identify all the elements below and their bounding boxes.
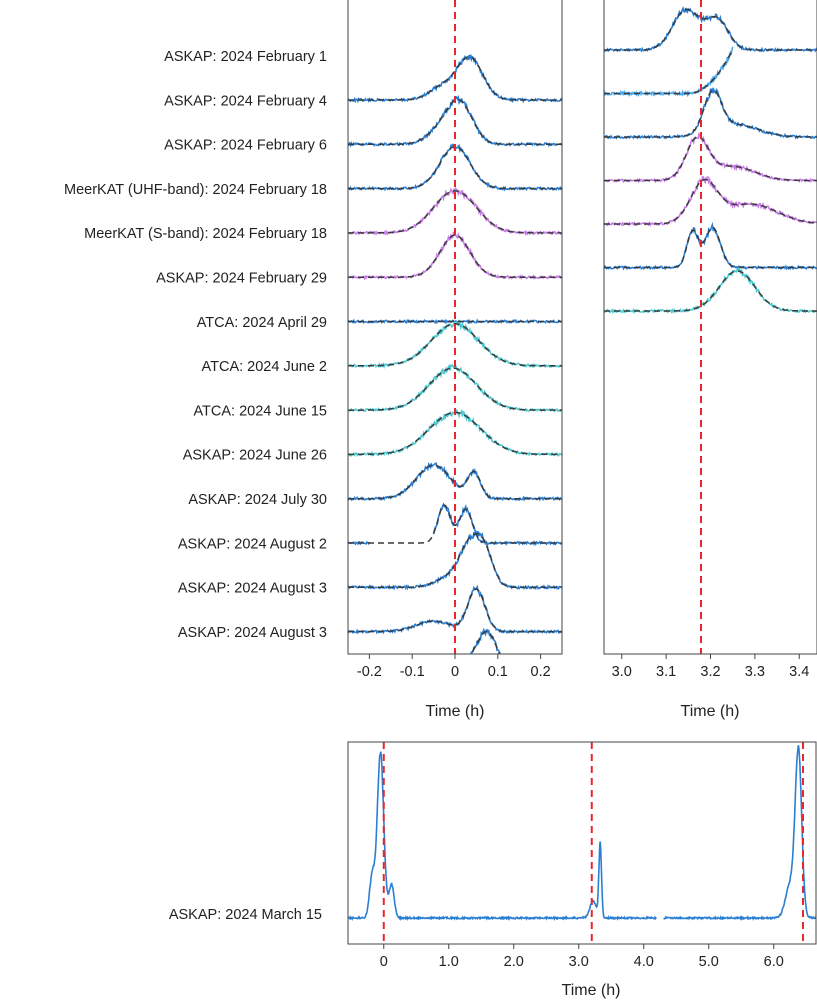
bottom-panel: ASKAP: 2024 March 15 0 1.0 2.0 3.0 4.0 5.0 6.0…	[169, 741, 817, 999]
p0-s9-model-askap-2024-june-26	[348, 464, 562, 500]
bottom-panel-frame	[347, 741, 817, 945]
bottom-panel-curves	[348, 745, 816, 922]
series-label-13: ASKAP: 2024 August 3	[178, 625, 327, 641]
p2-tick-label-0: 0	[380, 954, 388, 970]
series-label-0: ASKAP: 2024 February 1	[164, 49, 327, 65]
left-x-axis-title: Time (h)	[426, 703, 485, 720]
series-label-7: ATCA: 2024 June 2	[202, 359, 327, 375]
p1-s2-observed-askap-2024-february-6	[604, 87, 817, 140]
series-label-11: ASKAP: 2024 August 2	[178, 536, 327, 552]
left-series-labels: ASKAP: 2024 February 1 ASKAP: 2024 Februa…	[64, 49, 327, 641]
series-label-12: ASKAP: 2024 August 3	[178, 581, 327, 597]
p0-s12-model-askap-2024-august-3	[348, 588, 562, 633]
p1-tick-label-1: 3.1	[656, 664, 676, 680]
p0-s7-model-atca-2024-june-2	[348, 367, 562, 411]
series-label-10: ASKAP: 2024 July 30	[188, 492, 327, 508]
p0-tick-label-1: -0.1	[400, 664, 425, 680]
p0-tick-label-0: -0.2	[357, 664, 382, 680]
series-label-2: ASKAP: 2024 February 6	[164, 138, 327, 154]
p0-s3-model-meerkat-uhf-band-2024-february-18	[348, 190, 562, 234]
p1-tick-label-3: 3.3	[745, 664, 765, 680]
right-x-ticks: 3.0 3.1 3.2 3.3 3.4	[612, 654, 809, 680]
right-panel-curves	[604, 5, 817, 315]
right-panel-frame	[603, 0, 817, 655]
p0-s10-model-askap-2024-july-30	[348, 504, 562, 544]
series-label-4: MeerKAT (S-band): 2024 February 18	[84, 226, 327, 242]
p2-tick-label-4: 4.0	[634, 954, 654, 970]
p0-tick-label-2: 0	[451, 664, 459, 680]
p1-s3-observed-meerkat-uhf-band-2024-february-18	[604, 132, 817, 184]
series-label-1: ASKAP: 2024 February 4	[164, 93, 327, 109]
p0-s6-model-atca-2024-april-29	[348, 323, 562, 367]
series-label-5: ASKAP: 2024 February 29	[156, 271, 327, 287]
right-x-axis-title: Time (h)	[681, 703, 740, 720]
p1-s4-observed-meerkat-s-band-2024-february-18	[604, 175, 817, 228]
p0-s0-model-askap-2024-february-1	[348, 55, 562, 101]
left-x-ticks: -0.2 -0.1 0 0.1 0.2	[357, 654, 551, 680]
p0-tick-label-3: 0.1	[488, 664, 508, 680]
p2-tick-label-5: 5.0	[699, 954, 719, 970]
p2-tick-label-3: 3.0	[569, 954, 589, 970]
bottom-x-ticks: 0 1.0 2.0 3.0 4.0 5.0 6.0	[380, 944, 784, 970]
p2-tick-label-6: 6.0	[764, 954, 784, 970]
p1-tick-label-4: 3.4	[789, 664, 809, 680]
bottom-series-label: ASKAP: 2024 March 15	[169, 907, 322, 923]
bottom-reference-lines	[382, 742, 804, 944]
p1-tick-label-0: 3.0	[612, 664, 632, 680]
p0-s3-observed-meerkat-uhf-band-2024-february-18	[348, 186, 562, 237]
bottom-x-axis-title: Time (h)	[562, 982, 621, 999]
p1-s0-model-askap-2024-february-1	[604, 8, 817, 51]
p0-s1-model-askap-2024-february-4	[348, 98, 562, 146]
p1-s5-model-askap-2024-february-29	[604, 226, 817, 269]
p1-s4-model-meerkat-s-band-2024-february-18	[604, 178, 817, 225]
p1-s1-observed-askap-2024-february-4	[604, 46, 734, 98]
p1-s5-observed-askap-2024-february-29	[604, 221, 817, 271]
p1-s1-model-askap-2024-february-4	[604, 49, 734, 95]
p0-s4-model-meerkat-s-band-2024-february-18	[348, 234, 562, 278]
right-panel: 3.0 3.1 3.2 3.3 3.4 Time (h)	[603, 0, 817, 720]
series-label-3: MeerKAT (UHF-band): 2024 February 18	[64, 182, 327, 198]
p1-s2-model-askap-2024-february-6	[604, 89, 817, 138]
series-label-8: ATCA: 2024 June 15	[193, 403, 327, 419]
p2-s0-observed-askap-2024-march-15	[348, 745, 816, 922]
p0-s2-model-askap-2024-february-6	[348, 145, 562, 190]
left-panel: ASKAP: 2024 February 1 ASKAP: 2024 Februa…	[64, 0, 563, 720]
series-label-6: ATCA: 2024 April 29	[197, 315, 327, 331]
series-label-9: ASKAP: 2024 June 26	[183, 448, 327, 464]
p1-s0-observed-askap-2024-february-1	[604, 5, 817, 53]
p1-s6-observed-atca-2024-april-29	[604, 266, 817, 315]
p1-s6-model-atca-2024-april-29	[604, 270, 817, 312]
p0-tick-label-4: 0.2	[531, 664, 551, 680]
p2-tick-label-1: 1.0	[439, 954, 459, 970]
p1-tick-label-2: 3.2	[700, 664, 720, 680]
p2-tick-label-2: 2.0	[504, 954, 524, 970]
p1-s3-model-meerkat-uhf-band-2024-february-18	[604, 135, 817, 182]
